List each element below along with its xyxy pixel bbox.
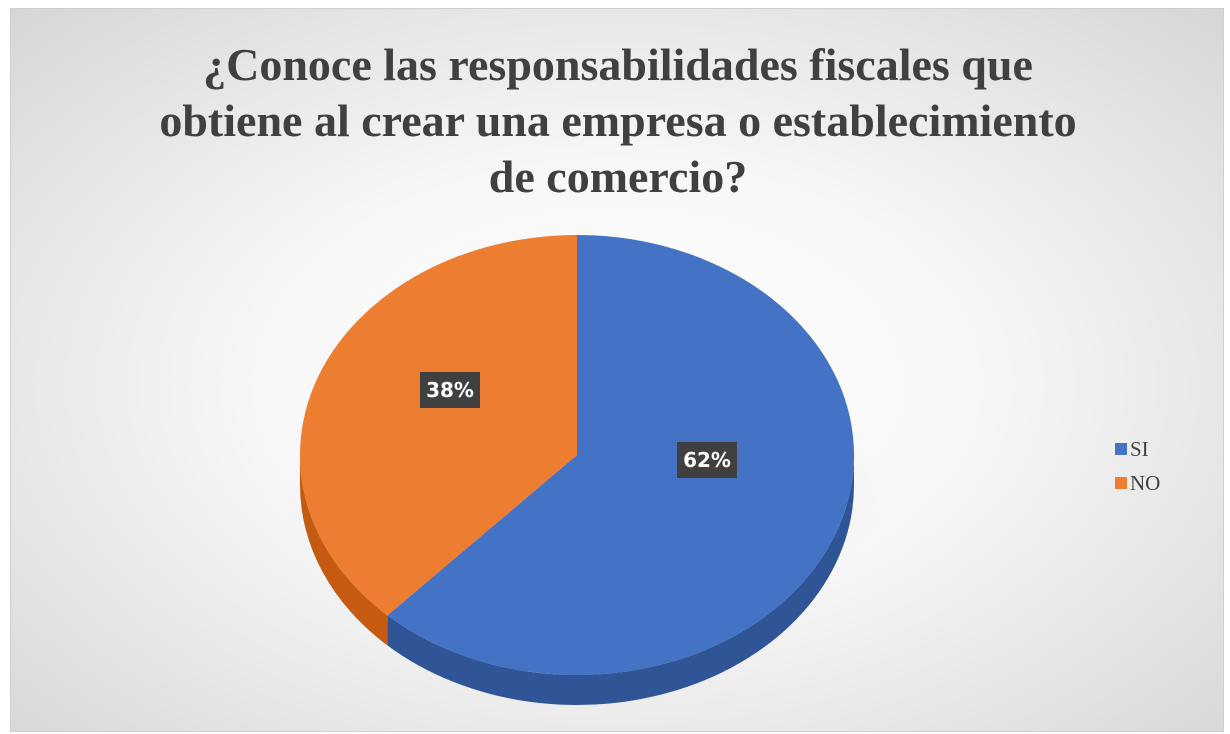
chart-title-line-1: ¿Conoce las responsabilidades fiscales q… [203, 39, 1033, 90]
pie-slice-no [300, 234, 577, 616]
legend-swatch-si [1115, 443, 1127, 455]
data-label-bg-si [677, 442, 737, 478]
legend-label-no: NO [1130, 470, 1161, 495]
chart-title-line-3: de comercio? [488, 151, 748, 202]
legend-item-si: SI [1115, 432, 1160, 466]
legend-swatch-no [1115, 477, 1127, 489]
data-label-no: 38% [420, 372, 480, 408]
data-label-text-si: 62% [683, 448, 731, 472]
legend: SI NO [1115, 432, 1160, 500]
chart-title-line-2: obtiene al crear una empresa o estableci… [159, 95, 1077, 146]
legend-item-no: NO [1115, 466, 1160, 500]
pie-side-no [300, 455, 388, 646]
pie-side-si [387, 455, 854, 705]
data-label-text-no: 38% [426, 378, 474, 402]
legend-label-si: SI [1130, 436, 1149, 461]
pie-slice-si [387, 235, 854, 675]
data-label-si: 62% [677, 442, 737, 478]
chart-title: ¿Conoce las responsabilidades fiscales q… [91, 37, 1145, 205]
data-label-bg-no [420, 372, 480, 408]
